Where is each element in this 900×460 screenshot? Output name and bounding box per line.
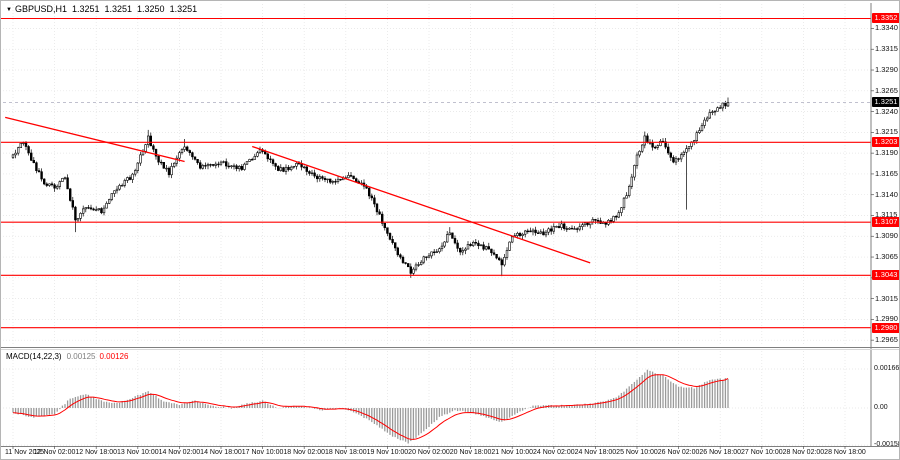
price-axis-label: 1.3290 — [875, 65, 898, 75]
time-axis-label: 21 Nov 10:00 — [491, 449, 534, 456]
time-axis-label: 24 Nov 02:00 — [532, 449, 575, 456]
level-price-badge[interactable]: 1.3043 — [872, 270, 899, 281]
price-axis-label: 1.3265 — [875, 85, 898, 95]
level-price-badge[interactable]: 1.3352 — [872, 13, 899, 24]
time-axis-label: 13 Nov 10:00 — [116, 449, 159, 456]
time-axis-label: 28 Nov 02:00 — [782, 449, 825, 456]
price-axis-label: 1.3140 — [875, 189, 898, 199]
price-axis-label: 1.2965 — [875, 335, 898, 345]
time-axis-label: 19 Nov 10:00 — [366, 449, 409, 456]
price-axis-label: 1.2990 — [875, 314, 898, 324]
time-axis-label: 26 Nov 02:00 — [657, 449, 700, 456]
time-axis-label: 25 Nov 10:00 — [616, 449, 658, 456]
level-price-badge[interactable]: 1.3203 — [872, 137, 899, 148]
price-axis-label: 1.3090 — [875, 231, 898, 241]
ohlc-low: 1.3250 — [137, 4, 165, 14]
macd-name: MACD(14,22,3) — [6, 352, 62, 361]
ohlc-open: 1.3251 — [71, 4, 100, 14]
macd-axis-label: -0.00158 — [874, 441, 900, 449]
time-axis-label: 24 Nov 18:00 — [574, 449, 617, 456]
time-axis-label: 20 Nov 02:00 — [408, 449, 450, 456]
current-price-badge: 1.3251 — [872, 97, 899, 108]
price-axis-label: 1.3190 — [875, 148, 898, 158]
macd-value-signal: 0.00126 — [99, 352, 129, 361]
price-axis-label: 1.3215 — [875, 127, 898, 137]
price-axis-label: 1.3115 — [875, 210, 898, 220]
time-axis-label: 14 Nov 02:00 — [158, 449, 201, 456]
grid-layer — [3, 4, 871, 446]
time-axis-label: 14 Nov 18:00 — [200, 449, 242, 456]
time-axis-label: 18 Nov 02:00 — [283, 449, 326, 456]
time-axis-label: 26 Nov 18:00 — [699, 449, 742, 456]
time-axis-label: 28 Nov 18:00 — [824, 449, 866, 456]
symbol-period-label: GBPUSD,H1 — [14, 4, 67, 14]
trendline[interactable] — [251, 145, 591, 264]
macd-indicator-label: MACD(14,22,3) 0.00125 0.00126 — [6, 352, 128, 361]
time-axis-label: 20 Nov 18:00 — [449, 449, 492, 456]
time-axis-label: 18 Nov 18:00 — [324, 449, 367, 456]
macd-axis-label: 0.00166 — [874, 364, 900, 372]
price-axis-label: 1.3165 — [875, 168, 898, 178]
price-axis-label: 1.3315 — [875, 44, 898, 54]
macd-signal-line — [12, 374, 729, 440]
price-axis-label: 1.3340 — [875, 23, 898, 33]
macd-histogram — [12, 369, 729, 444]
chart-header: ▼ GBPUSD,H1 1.3251 1.3251 1.3250 1.3251 — [6, 4, 197, 14]
time-axis-label: 27 Nov 10:00 — [740, 449, 783, 456]
symbol-dropdown-icon[interactable]: ▼ — [6, 7, 12, 13]
time-axis-label: 11 Nov 2025 — [5, 449, 45, 456]
price-axis-label: 1.3065 — [875, 252, 898, 262]
trendline[interactable] — [5, 116, 185, 163]
candlestick-layer — [11, 97, 730, 278]
macd-value-main: 0.00125 — [66, 352, 96, 361]
ohlc-high: 1.3251 — [104, 4, 133, 14]
price-axis-label: 1.3240 — [875, 106, 898, 116]
macd-axis-label: 0.00 — [874, 404, 888, 411]
axis-frame — [1, 3, 899, 449]
price-axis-label: 1.3015 — [875, 293, 898, 303]
time-axis-label: 17 Nov 10:00 — [241, 449, 284, 456]
ohlc-close: 1.3251 — [169, 4, 198, 14]
time-axis-label: 12 Nov 18:00 — [75, 449, 118, 456]
level-price-badge[interactable]: 1.3107 — [872, 217, 899, 228]
level-price-badge[interactable]: 1.2980 — [872, 322, 899, 333]
time-axis-label: 12 Nov 02:00 — [33, 449, 76, 456]
